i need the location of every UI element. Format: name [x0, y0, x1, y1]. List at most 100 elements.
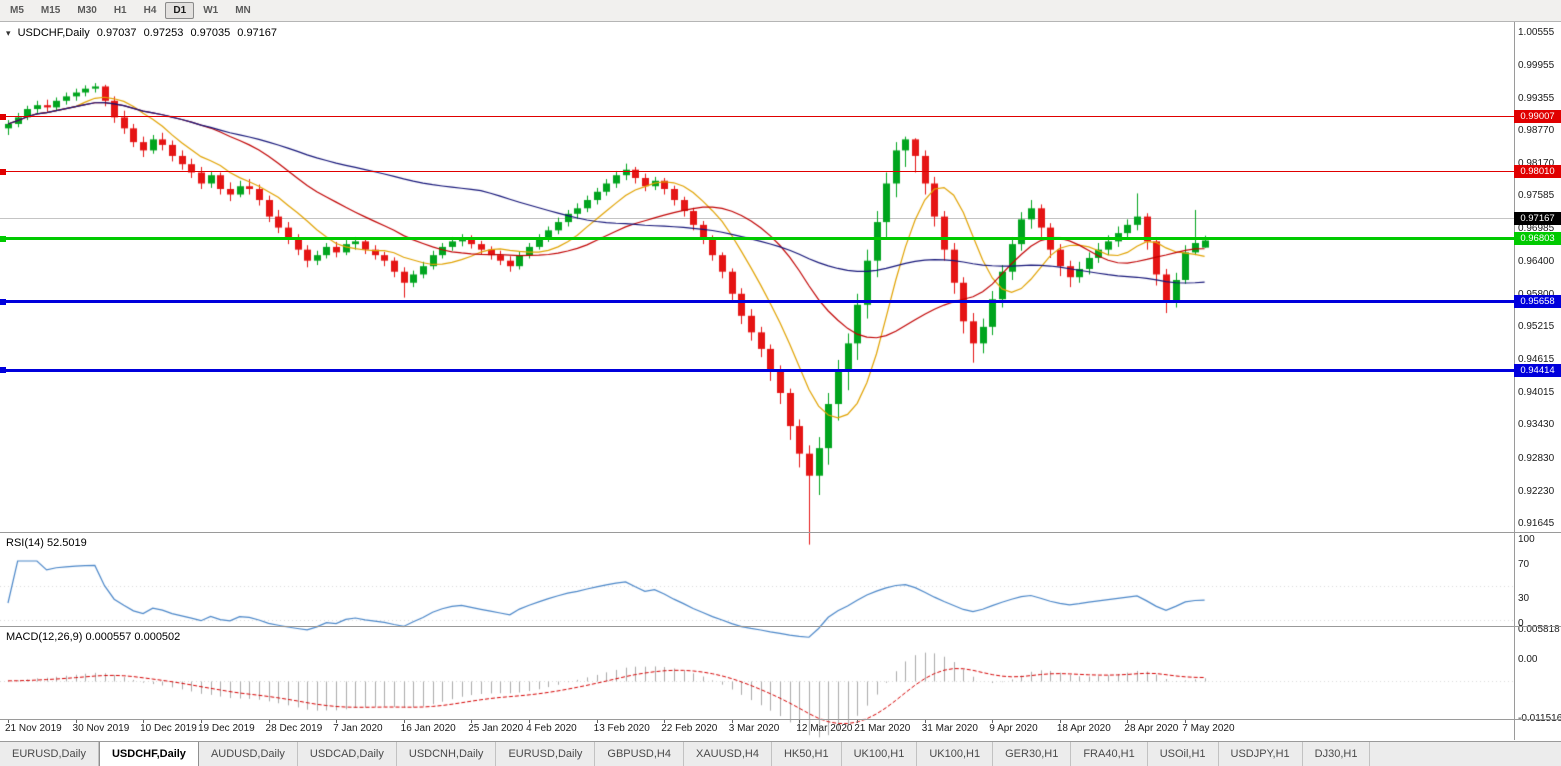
time-axis-tick: [992, 720, 994, 723]
rsi-axis-label: 70: [1518, 559, 1530, 571]
time-axis-tick: [336, 720, 338, 723]
time-axis-tick: [731, 720, 733, 723]
date-label: 4 Feb 2020: [526, 723, 577, 734]
level-line-edge-marker[interactable]: [0, 298, 6, 305]
rsi-canvas[interactable]: [0, 555, 1514, 648]
chart-tab-usdcnh-daily[interactable]: USDCNH,Daily: [397, 742, 497, 766]
date-label: 31 Mar 2020: [921, 723, 978, 734]
chart-tab-eurusd-daily[interactable]: EURUSD,Daily: [496, 742, 596, 766]
date-label: 19 Dec 2019: [198, 723, 255, 734]
time-axis-tick: [799, 720, 801, 723]
horizontal-level-line[interactable]: [0, 171, 1514, 173]
price-axis-label: 0.96985: [1518, 223, 1555, 235]
rsi-axis-label: 100: [1518, 534, 1535, 545]
time-axis-tick: [1127, 720, 1129, 723]
time-axis-tick: [75, 720, 77, 723]
ohlc-high: 0.97253: [143, 27, 184, 39]
price-axis-label: 0.99355: [1518, 92, 1555, 104]
price-axis-border: [1514, 22, 1515, 740]
chart-tab-gbpusd-h4[interactable]: GBPUSD,H4: [595, 742, 684, 766]
price-tag-current: 0.97167: [1514, 211, 1561, 225]
price-tag-level: 0.95658: [1514, 295, 1561, 309]
chart-tab-audusd-daily[interactable]: AUDUSD,Daily: [199, 742, 298, 766]
timeframe-button-m15[interactable]: M15: [40, 5, 61, 16]
timeframe-button-m30[interactable]: M30: [77, 5, 97, 16]
level-line-edge-marker[interactable]: [0, 367, 6, 374]
chart-title: ▾ USDCHF,Daily 0.97037 0.97253 0.97035 0…: [6, 27, 281, 39]
ohlc-close: 0.97167: [237, 27, 278, 39]
chart-tab-bar: EURUSD,Daily USDCHF,Daily AUDUSD,Daily USDC…: [0, 741, 1561, 766]
date-label: 7 May 2020: [1182, 723, 1235, 734]
symbol-title: USDCHF,Daily: [17, 27, 90, 39]
timeframe-button-h4[interactable]: H4: [143, 5, 157, 16]
price-axis-label: 1.00555: [1518, 26, 1555, 38]
price-axis-label: 0.94615: [1518, 354, 1555, 366]
time-axis-tick: [1185, 720, 1187, 723]
chart-tab-usdjpy-h1[interactable]: USDJPY,H1: [1219, 742, 1303, 766]
date-label: 16 Jan 2020: [400, 723, 456, 734]
timeframe-toolbar: M5 M15 M30 H1 H4 D1 W1 MN: [0, 0, 1561, 22]
time-axis-tick: [268, 720, 270, 723]
time-axis-tick: [529, 720, 531, 723]
price-axis-label: 0.98170: [1518, 158, 1555, 170]
chart-tab-usoil-h1[interactable]: USOil,H1: [1148, 742, 1219, 766]
date-label: 30 Nov 2019: [72, 723, 130, 734]
horizontal-level-line[interactable]: [0, 237, 1514, 241]
time-axis-tick: [924, 720, 926, 723]
chart-tab-eurusd-daily[interactable]: EURUSD,Daily: [0, 742, 99, 766]
horizontal-level-line[interactable]: [0, 300, 1514, 304]
panel-separator-macd-timeaxis: [0, 719, 1561, 720]
horizontal-level-line[interactable]: [0, 116, 1514, 118]
chart-tab-uk100-h1[interactable]: UK100,H1: [842, 742, 918, 766]
macd-canvas[interactable]: [0, 649, 1514, 741]
rsi-axis-label: 0: [1518, 618, 1524, 629]
price-chart-canvas[interactable]: [0, 44, 1514, 554]
price-tag-level: 0.98010: [1514, 165, 1561, 179]
date-label: 22 Feb 2020: [661, 723, 718, 734]
price-tag-level: 0.96803: [1514, 232, 1561, 246]
date-label: 9 Apr 2020: [989, 723, 1038, 734]
price-axis-label: 0.98770: [1518, 125, 1555, 137]
date-label: 28 Apr 2020: [1124, 723, 1179, 734]
price-tag-level: 0.94414: [1514, 363, 1561, 377]
date-label: 28 Dec 2019: [265, 723, 323, 734]
chart-tab-ger30-h1[interactable]: GER30,H1: [993, 742, 1072, 766]
date-label: 7 Jan 2020: [333, 723, 383, 734]
timeframe-button-w1[interactable]: W1: [203, 5, 219, 16]
date-label: 12 Mar 2020: [796, 723, 853, 734]
chart-tab-usdcad-daily[interactable]: USDCAD,Daily: [298, 742, 397, 766]
price-axis-label: 0.94015: [1518, 387, 1555, 399]
price-axis-label: 0.92830: [1518, 452, 1555, 464]
chart-tab-fra40-h1[interactable]: FRA40,H1: [1071, 742, 1148, 766]
rsi-indicator-label: RSI(14) 52.5019: [6, 537, 87, 549]
date-label: 21 Nov 2019: [5, 723, 62, 734]
timeframe-button-mn[interactable]: MN: [235, 5, 251, 16]
date-label: 13 Feb 2020: [593, 723, 650, 734]
chart-tab-uk100-h1[interactable]: UK100,H1: [917, 742, 994, 766]
date-label: 21 Mar 2020: [854, 723, 911, 734]
chart-tab-xauusd-h4[interactable]: XAUUSD,H4: [684, 742, 772, 766]
chart-tab-hk50-h1[interactable]: HK50,H1: [772, 742, 842, 766]
time-axis-tick: [201, 720, 202, 723]
panel-separator-rsi-macd[interactable]: [0, 626, 1561, 627]
chart-region: [0, 22, 1561, 741]
chart-dropdown-icon[interactable]: ▾: [6, 28, 11, 38]
level-line-edge-marker[interactable]: [0, 168, 6, 175]
price-axis-label: 0.95800: [1518, 289, 1554, 300]
timeframe-button-h1[interactable]: H1: [113, 5, 127, 16]
horizontal-level-line[interactable]: [0, 368, 1514, 372]
timeframe-button-d1[interactable]: D1: [165, 2, 195, 19]
macd-axis-label: 0.005818: [1518, 624, 1560, 636]
price-axis-label: 0.99955: [1518, 59, 1555, 71]
timeframe-button-m5[interactable]: M5: [10, 5, 24, 16]
chart-tab-usdchf-daily[interactable]: USDCHF,Daily: [98, 742, 199, 766]
level-line-edge-marker[interactable]: [0, 113, 6, 120]
level-line-edge-marker[interactable]: [0, 235, 6, 242]
price-axis-label: 0.96400: [1518, 255, 1555, 267]
price-axis-label: 0.92230: [1518, 485, 1555, 497]
time-axis-tick: [1059, 720, 1061, 723]
chart-tab-dj30-h1[interactable]: DJ30,H1: [1303, 742, 1371, 766]
macd-indicator-label: MACD(12,26,9) 0.000557 0.000502: [6, 631, 181, 643]
time-axis-tick: [403, 720, 405, 723]
panel-separator-main-rsi[interactable]: [0, 532, 1561, 533]
